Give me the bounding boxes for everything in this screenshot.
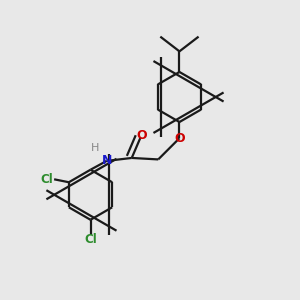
Text: O: O	[174, 132, 185, 145]
Text: O: O	[137, 129, 147, 142]
Text: Cl: Cl	[84, 233, 97, 246]
Text: H: H	[91, 142, 99, 153]
Text: Cl: Cl	[40, 173, 53, 186]
Text: N: N	[101, 154, 112, 167]
